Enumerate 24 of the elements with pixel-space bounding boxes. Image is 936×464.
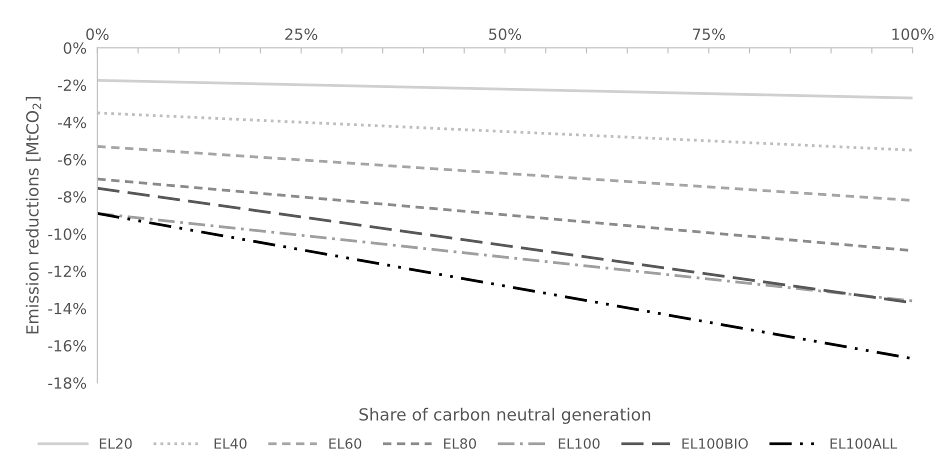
legend-label: EL60: [329, 438, 362, 449]
y-tick-label: -14%: [48, 302, 86, 314]
y-tick-label: -12%: [48, 266, 86, 278]
legend-label: EL100ALL: [830, 438, 898, 449]
legend-label: EL100: [558, 438, 600, 449]
legend-label: EL20: [100, 438, 132, 449]
x-tick-label: 25%: [285, 28, 318, 40]
legend-label: EL80: [444, 438, 476, 449]
legend-label: EL100BIO: [682, 438, 748, 449]
x-tick-label: 50%: [489, 28, 522, 40]
x-tick-label: 100%: [892, 28, 934, 40]
x-axis-title: Share of carbon neutral generation: [359, 408, 650, 424]
y-tick-label: -8%: [58, 191, 86, 203]
legend-label: EL40: [214, 438, 247, 449]
y-tick-label: -16%: [48, 340, 86, 352]
y-tick-label: -2%: [58, 79, 86, 92]
x-tick-label: 75%: [693, 28, 725, 40]
y-tick-label: -6%: [58, 154, 86, 166]
y-tick-label: -10%: [48, 228, 86, 240]
y-tick-label: -18%: [48, 377, 86, 389]
y-axis-title: Emission reductions [MtCO$_{2}$]: [26, 96, 42, 334]
y-tick-label: 0%: [64, 42, 86, 54]
x-tick-label: 0%: [86, 28, 109, 40]
y-tick-label: -4%: [58, 116, 86, 128]
